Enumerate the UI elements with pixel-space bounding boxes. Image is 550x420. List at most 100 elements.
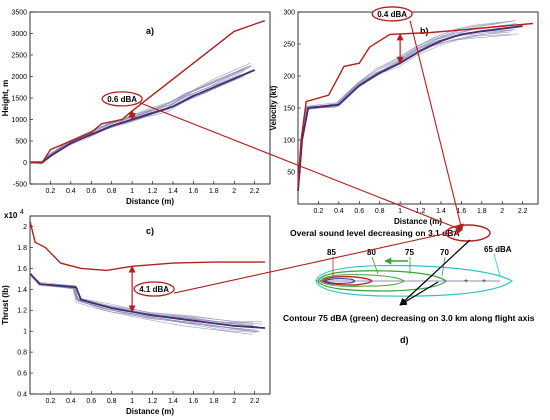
y-tick-label: 1500 bbox=[11, 96, 27, 103]
y-tick-label: 50 bbox=[287, 170, 295, 177]
x-tick-label: 1 bbox=[130, 398, 134, 405]
black-arrow-1 bbox=[399, 281, 439, 306]
x-axis-label: Distance (m) bbox=[394, 217, 442, 226]
y-tick-label: 2 bbox=[23, 224, 27, 231]
y-tick-label: 300 bbox=[283, 10, 295, 17]
trace-line bbox=[297, 20, 516, 193]
y-tick-label: 2500 bbox=[11, 53, 27, 60]
y-tick-label: 1.6 bbox=[17, 266, 27, 273]
y-tick-label: 0.4 bbox=[17, 392, 27, 399]
annotation-ellipse bbox=[101, 91, 143, 107]
bound-line bbox=[30, 19, 266, 164]
x-tick-label: 1.4 bbox=[168, 398, 178, 405]
connector-line bbox=[139, 102, 463, 231]
y-tick-label: 200 bbox=[283, 74, 295, 81]
black-arrow-2 bbox=[399, 239, 471, 306]
panel-label: c) bbox=[146, 226, 154, 236]
panel-label: b) bbox=[420, 26, 429, 36]
x-axis-label: Distance (m) bbox=[126, 407, 174, 416]
x-tick-label: 2 bbox=[232, 398, 236, 405]
axis-marker-1: + bbox=[464, 278, 468, 285]
x-tick-label: 1.4 bbox=[168, 188, 178, 195]
x-axis-label: Distance (m) bbox=[126, 197, 174, 206]
y-tick-label: 0 bbox=[23, 160, 27, 167]
x-tick-label: 0.2 bbox=[46, 188, 56, 195]
trace-line bbox=[29, 274, 253, 324]
mean-overlay-line bbox=[297, 25, 523, 192]
contour-cyan bbox=[315, 264, 514, 297]
y-tick-label: 1 bbox=[23, 329, 27, 336]
x-tick-label: 0.6 bbox=[86, 398, 96, 405]
connector-line bbox=[409, 20, 464, 231]
x-tick-label: 2 bbox=[232, 188, 236, 195]
x-tick-label: 0.8 bbox=[375, 208, 385, 215]
trace-line bbox=[29, 74, 241, 165]
annotation-label: 0.6 dBA bbox=[107, 95, 137, 104]
plot-frame-a bbox=[29, 11, 271, 185]
x-tick-label: 2.2 bbox=[518, 208, 528, 215]
y-tick-label: 250 bbox=[283, 42, 295, 49]
level-label-65: 65 dBA bbox=[484, 245, 512, 254]
y-tick-label: 3000 bbox=[11, 31, 27, 38]
x-tick-label: 0.8 bbox=[107, 398, 117, 405]
contour-caption: Contour 75 dBA (green) decreasing on 3.0… bbox=[283, 313, 535, 323]
level-label-85: 85 bbox=[327, 248, 336, 257]
leader-80 bbox=[371, 256, 379, 275]
y-tick-label: 2000 bbox=[11, 74, 27, 81]
level-label-70: 70 bbox=[440, 248, 449, 257]
annotation-ellipse bbox=[371, 6, 413, 22]
y-tick-label: 1.2 bbox=[17, 308, 27, 315]
x-tick-label: 0.6 bbox=[354, 208, 364, 215]
panel-a: 0.2 0.4 0.6 0.8 1 1.2 1.4 1.6 1.8 2 2.2 -500 0 500 100… bbox=[1, 10, 271, 206]
y-axis-label: Height, m bbox=[1, 80, 10, 116]
x-tick-label: 1 bbox=[398, 208, 402, 215]
x-tick-label: 2.2 bbox=[250, 188, 260, 195]
x-tick-label: 1.6 bbox=[189, 188, 199, 195]
y-tick-label: 3500 bbox=[11, 10, 27, 17]
bound-line bbox=[29, 221, 265, 272]
panel-label: a) bbox=[146, 26, 154, 36]
level-label-75: 75 bbox=[405, 248, 414, 257]
x-tick-label: 0.2 bbox=[314, 208, 324, 215]
y-tick-label: -500 bbox=[13, 182, 27, 189]
axis-marker-2: + bbox=[482, 278, 486, 285]
y-tick-label: 500 bbox=[15, 139, 27, 146]
x-tick-label: 0.6 bbox=[86, 188, 96, 195]
y-tick-label: 150 bbox=[283, 106, 295, 113]
x-tick-label: 2 bbox=[500, 208, 504, 215]
y-tick-label: 1.8 bbox=[17, 245, 27, 252]
y-exponent-power: 4 bbox=[20, 209, 24, 216]
x-tick-label: 0.4 bbox=[66, 188, 76, 195]
contour-title: Overal sound level decreasing on 3.1 dBA bbox=[290, 228, 460, 238]
y-tick-label: 0.6 bbox=[17, 371, 27, 378]
x-tick-label: 1.4 bbox=[436, 208, 446, 215]
panel-b: 0.2 0.4 0.6 0.8 1 1.2 1.4 1.6 1.8 2 2.2 50 100 150 200… bbox=[269, 6, 539, 226]
x-tick-label: 1.6 bbox=[189, 398, 199, 405]
x-tick-label: 1.6 bbox=[457, 208, 467, 215]
panel-d: Overal sound level decreasing on 3.1 dBA… bbox=[283, 224, 535, 345]
annotation-label: 4.1 dBA bbox=[139, 285, 169, 294]
panel-label-d: d) bbox=[400, 335, 409, 345]
y-tick-label: 1.4 bbox=[17, 287, 27, 294]
x-tick-label: 1.2 bbox=[148, 188, 158, 195]
x-tick-label: 1.8 bbox=[209, 398, 219, 405]
y-axis-label: Velocity (kt) bbox=[269, 85, 278, 130]
plot-frame-c bbox=[29, 215, 271, 395]
panel-c: 0.2 0.4 0.6 0.8 1 1.2 1.4 1.6 1.8 2 2.2 0.4 0.6 0.8 1 1… bbox=[1, 209, 271, 416]
y-exponent-label: x10 bbox=[4, 211, 18, 220]
y-axis-label: Thrust (lb) bbox=[1, 285, 10, 325]
bound-line bbox=[297, 22, 533, 185]
y-tick-label: 100 bbox=[283, 138, 295, 145]
x-tick-label: 2.2 bbox=[250, 398, 260, 405]
x-tick-label: 0.4 bbox=[66, 398, 76, 405]
connector-line bbox=[174, 228, 463, 294]
x-tick-label: 0.2 bbox=[46, 398, 56, 405]
leader-65 bbox=[493, 253, 501, 277]
x-tick-label: 1.8 bbox=[477, 208, 487, 215]
x-tick-label: 1 bbox=[130, 188, 134, 195]
mean-overlay-line bbox=[29, 273, 265, 329]
annotation-ellipse bbox=[133, 281, 175, 297]
connectors bbox=[139, 20, 464, 294]
x-tick-label: 1.8 bbox=[209, 188, 219, 195]
